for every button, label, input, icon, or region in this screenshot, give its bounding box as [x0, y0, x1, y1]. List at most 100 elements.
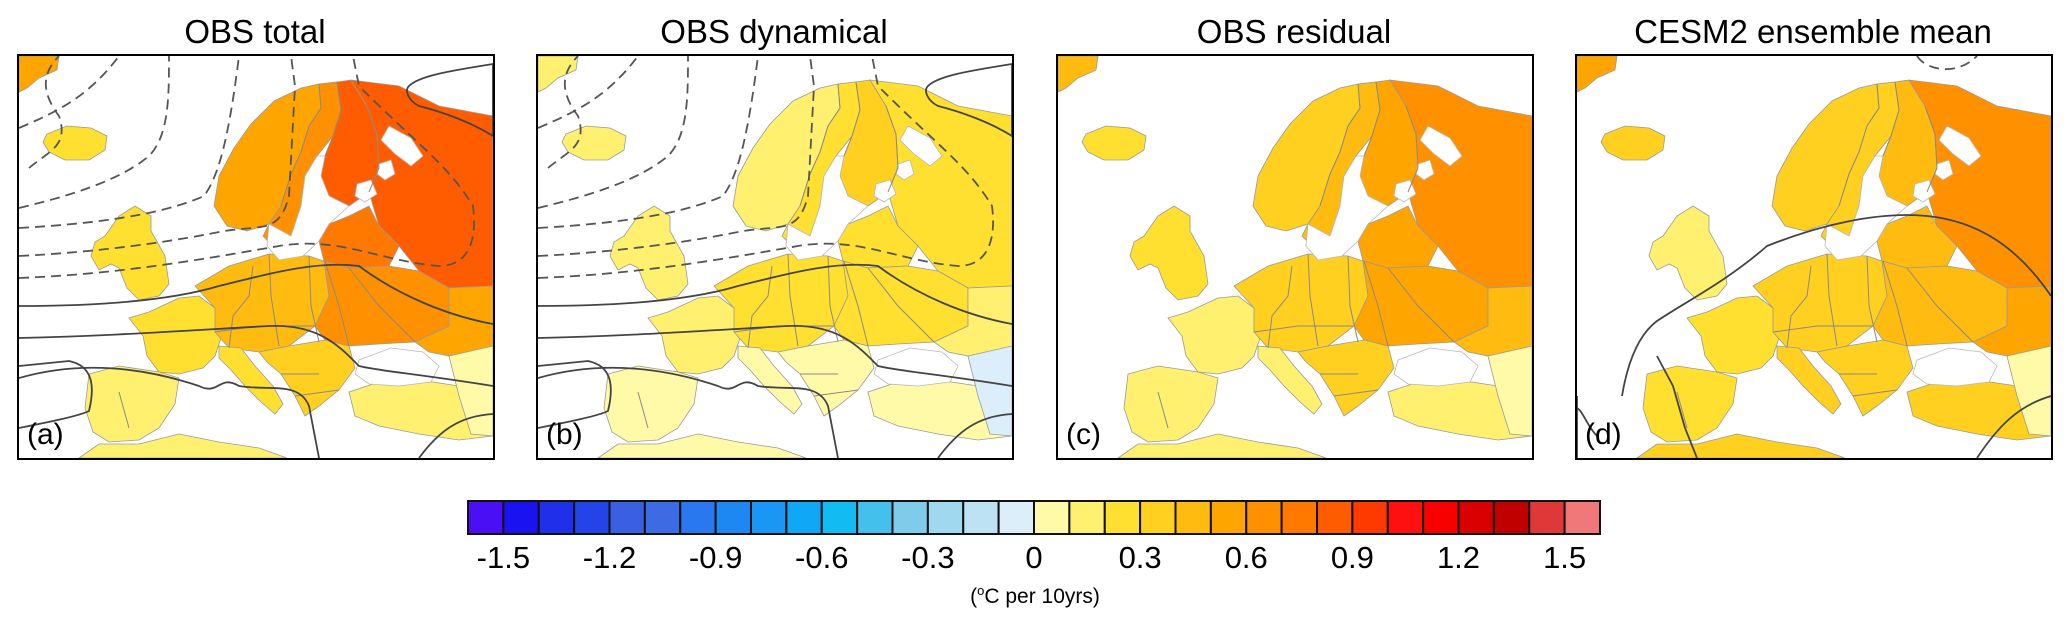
colorbar-box	[1316, 500, 1354, 535]
colorbar	[467, 500, 1601, 535]
region-north-africa	[1636, 433, 1846, 458]
contour-positive	[19, 263, 493, 325]
country-border	[1363, 81, 1381, 157]
region-italy	[1776, 345, 1842, 415]
colorbar-tick-label: 0.6	[1224, 540, 1268, 575]
country-border	[324, 81, 342, 157]
colorbar-box	[573, 500, 611, 535]
white-sea	[1419, 125, 1463, 167]
region-caucasus	[448, 345, 493, 437]
sea-layer	[1824, 125, 1998, 387]
country-border	[1866, 255, 1878, 343]
region-iceland	[42, 125, 108, 161]
region-caucasus	[967, 345, 1012, 437]
country-border	[1387, 267, 1455, 343]
region-british-isles	[90, 205, 170, 301]
map-frame: (d)	[1575, 54, 2053, 460]
contour-positive	[538, 360, 612, 429]
contour-positive	[19, 360, 93, 429]
region-italy	[1257, 345, 1323, 415]
contour-positive	[538, 325, 1012, 387]
country-border	[1838, 83, 1880, 207]
panel-label: (a)	[27, 418, 64, 451]
panel-label: (d)	[1585, 418, 1622, 451]
white-sea	[899, 125, 943, 167]
black-sea	[1912, 347, 1998, 387]
colorbar-box	[1422, 500, 1460, 535]
map-frame: (b)	[536, 54, 1014, 460]
country-border	[787, 253, 799, 347]
units-suffix: C per 10yrs)	[984, 585, 1100, 608]
colorbar-box	[1068, 500, 1106, 535]
colorbar-box	[1245, 500, 1283, 535]
country-border	[1157, 391, 1169, 429]
contour-positive	[937, 413, 1012, 458]
land-layer	[1058, 56, 1532, 458]
colorbar-box	[1563, 500, 1601, 535]
colorbar-box	[785, 500, 823, 535]
borders-layer	[1157, 81, 1455, 429]
contour-positive	[418, 413, 493, 458]
colorbar-box	[1280, 500, 1318, 535]
black-sea	[873, 347, 959, 387]
colorbar-box	[1174, 500, 1212, 535]
panel-title: OBS total	[184, 13, 326, 50]
region-iberia	[603, 365, 699, 443]
borders-layer	[1676, 81, 1974, 429]
colorbar-box	[1528, 500, 1566, 535]
contour-positive	[538, 366, 839, 458]
region-baltic-states	[1357, 205, 1439, 269]
region-france	[1167, 295, 1261, 375]
panel-d: CESM2 ensemble mean (d)	[1575, 0, 2053, 462]
land-layer	[1577, 56, 2051, 458]
country-border	[118, 391, 130, 429]
colorbar-box	[537, 500, 576, 535]
region-north-africa	[78, 433, 288, 458]
colorbar-box	[467, 500, 505, 535]
country-border	[1333, 389, 1379, 397]
region-british-isles	[609, 205, 689, 301]
land-layer	[538, 56, 1012, 458]
country-border	[1363, 260, 1389, 347]
colorbar-box	[1103, 500, 1142, 535]
contours-layer	[1577, 56, 2051, 458]
colorbar-tick-label: -1.5	[476, 540, 531, 575]
panel-b: OBS dynamical (b)	[536, 0, 1014, 462]
colorbar-tick-label: -0.6	[795, 540, 849, 575]
country-border	[348, 267, 416, 343]
contour-negative	[538, 56, 994, 279]
country-border	[268, 253, 280, 347]
panel-a: OBS total (a)	[17, 0, 495, 462]
region-iceland	[561, 125, 627, 161]
panel-title: OBS residual	[1196, 13, 1392, 50]
map-svg	[19, 56, 493, 458]
region-north-africa	[597, 433, 807, 458]
colorbar-box	[962, 500, 1000, 535]
region-baltic-states	[318, 205, 400, 269]
region-greenland-tip	[19, 56, 60, 93]
contour-positive	[19, 325, 493, 387]
contour-negative	[538, 56, 815, 257]
colorbar-box	[714, 500, 752, 535]
colorbar-box	[926, 500, 965, 535]
panel-title: CESM2 ensemble mean	[1634, 13, 1992, 50]
country-border	[1267, 265, 1293, 349]
region-iceland	[1600, 125, 1666, 161]
panel-title: OBS dynamical	[660, 13, 888, 50]
units-prefix: (	[970, 585, 978, 608]
region-british-isles	[1129, 205, 1209, 301]
colorbar-tick-label: 1.2	[1436, 540, 1481, 575]
region-caucasus	[2006, 345, 2051, 437]
panel-label: (b)	[546, 418, 583, 451]
country-border	[308, 255, 320, 343]
colorbar-box	[1457, 500, 1495, 535]
contours-layer	[538, 56, 1012, 458]
contour-positive	[925, 63, 1012, 138]
colorbar-box	[750, 500, 788, 535]
contour-positive	[538, 263, 1012, 325]
colorbar-box	[891, 500, 929, 535]
colorbar-tick-label: -1.2	[582, 540, 637, 575]
white-sea	[1938, 125, 1982, 167]
contour-negative	[1916, 56, 1978, 71]
country-border	[1319, 83, 1361, 207]
